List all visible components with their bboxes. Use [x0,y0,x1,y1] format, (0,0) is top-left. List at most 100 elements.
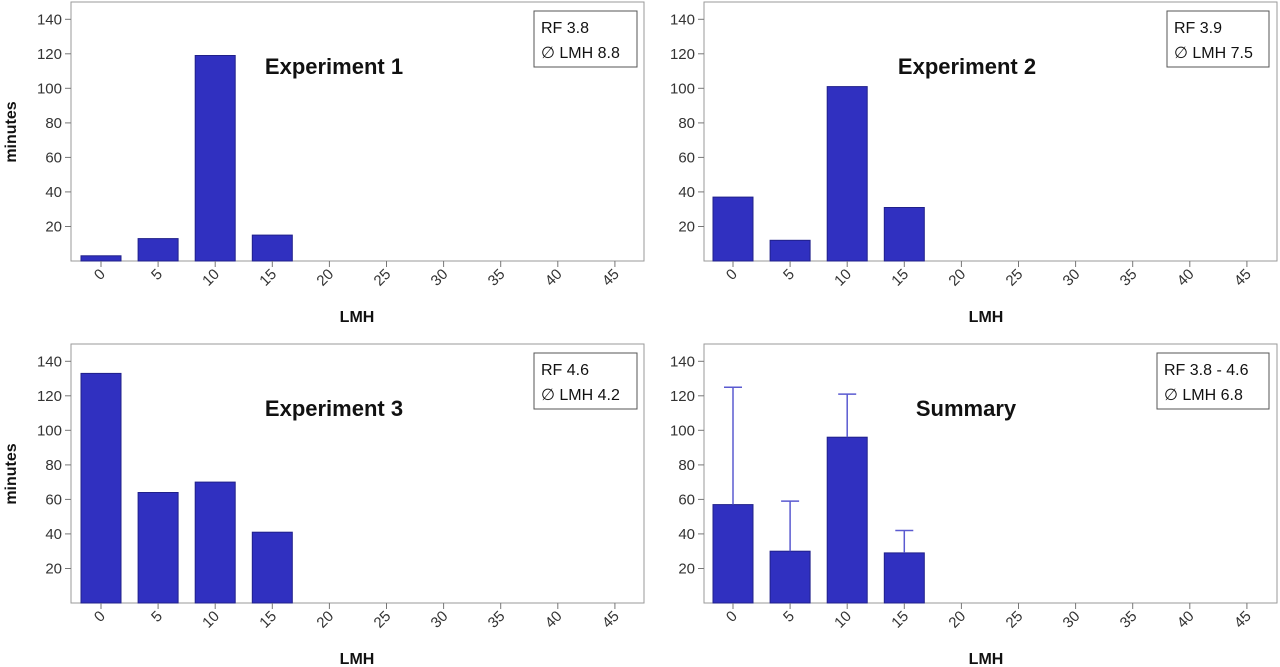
y-axis-title: minutes [3,443,20,504]
bar-lmh-5 [137,238,179,262]
x-tick-label-45: 45 [599,266,623,290]
panel-experiment-3: 20 40 60 80 100 120 140 0 5 10 15 20 25 30 35 40 45 Exp… [3,343,645,667]
x-tick-label-40: 40 [542,266,566,290]
legend-box: RF 4.6 ∅ LMH 4.2 [533,352,638,410]
y-tick-label: 100 [37,80,62,97]
x-tick-label-20: 20 [313,266,337,290]
x-tick-label-45: 45 [1231,266,1255,290]
legend-line-lmh: ∅ LMH 6.8 [1164,387,1243,404]
x-tick-label-35: 35 [485,266,509,290]
bars [80,372,293,604]
chart-title: Experiment 3 [265,396,403,421]
x-tick-label-10: 10 [831,608,855,632]
bar-lmh-5 [769,239,811,262]
x-tick-label-35: 35 [485,608,509,632]
x-tick-label-45: 45 [1231,608,1255,632]
x-tick-label-5: 5 [148,608,166,626]
y-axis-title: minutes [3,101,20,162]
y-tick-label: 100 [670,80,695,97]
plot-frame [703,343,1278,604]
x-tick-label-5: 5 [780,608,798,626]
y-tick-label: 100 [37,422,62,439]
y-tick-label: 80 [45,115,62,132]
x-tick-label-35: 35 [1117,608,1141,632]
x-axis-title: LMH [969,309,1004,326]
bar-lmh-10 [194,55,236,262]
y-tick-label: 120 [37,46,62,63]
legend-frame [1156,352,1270,410]
legend-line-rf: RF 3.8 - 4.6 [1164,362,1249,379]
legend-line-rf: RF 3.9 [1174,20,1222,37]
y-tick-label: 20 [45,561,62,578]
y-axis-ticks: 20 40 60 80 100 120 140 [670,11,704,236]
bar-lmh-5 [769,550,811,604]
y-axis-ticks: 20 40 60 80 100 120 140 [670,353,704,578]
chart-title: Experiment 1 [265,54,403,79]
plot-frame [70,1,645,262]
y-tick-label: 40 [678,526,695,543]
x-tick-label-30: 30 [1060,608,1084,632]
x-tick-label-0: 0 [91,608,109,626]
x-axis-title: LMH [340,651,375,667]
y-tick-label: 140 [670,11,695,28]
y-tick-label: 60 [45,149,62,166]
bar-lmh-0 [712,504,754,604]
x-tick-label-40: 40 [1174,608,1198,632]
x-axis-ticks: 0 5 10 15 20 25 30 35 40 45 [91,603,623,632]
x-axis-title: LMH [340,309,375,326]
bar-lmh-15 [251,234,293,262]
panel-experiment-2: 20 40 60 80 100 120 140 0 5 10 15 20 25 30 35 40 45 Exp… [670,1,1278,326]
legend-box: RF 3.8 - 4.6 ∅ LMH 6.8 [1156,352,1270,410]
bar-lmh-10 [194,481,236,604]
bar-lmh-0 [80,255,122,262]
x-tick-label-15: 15 [888,608,912,632]
y-tick-label: 140 [670,353,695,370]
y-tick-label: 120 [37,388,62,405]
x-tick-label-0: 0 [723,266,741,284]
y-tick-label: 120 [670,388,695,405]
x-tick-label-30: 30 [1060,266,1084,290]
legend-line-rf: RF 3.8 [541,20,589,37]
y-tick-label: 20 [45,219,62,236]
x-tick-label-0: 0 [91,266,109,284]
x-tick-label-25: 25 [371,266,395,290]
legend-frame [533,352,638,410]
x-tick-label-40: 40 [542,608,566,632]
x-tick-label-25: 25 [371,608,395,632]
bar-lmh-0 [712,196,754,262]
legend-frame [1166,10,1270,68]
plot-frame [70,343,645,604]
x-axis-ticks: 0 5 10 15 20 25 30 35 40 45 [723,603,1255,632]
plot-frame [703,1,1278,262]
chart-title: Experiment 2 [898,54,1036,79]
y-tick-label: 40 [45,184,62,201]
legend-line-lmh: ∅ LMH 7.5 [1174,45,1253,62]
panel-experiment-1: 20 40 60 80 100 120 140 0 5 10 15 20 25 30 35 40 45 Exp… [3,1,645,326]
chart-title: Summary [916,396,1017,421]
legend-line-lmh: ∅ LMH 8.8 [541,45,620,62]
x-tick-label-5: 5 [780,266,798,284]
x-tick-label-10: 10 [831,266,855,290]
y-axis-ticks: 20 40 60 80 100 120 140 [37,353,71,578]
y-tick-label: 80 [678,457,695,474]
x-axis-title: LMH [969,651,1004,667]
legend-box: RF 3.8 ∅ LMH 8.8 [533,10,638,68]
y-tick-label: 140 [37,11,62,28]
x-axis-ticks: 0 5 10 15 20 25 30 35 40 45 [723,261,1255,290]
y-tick-label: 140 [37,353,62,370]
bar-lmh-10 [826,86,868,262]
y-tick-label: 20 [678,219,695,236]
x-tick-label-25: 25 [1003,608,1027,632]
bar-lmh-15 [251,531,293,604]
y-tick-label: 120 [670,46,695,63]
bars [712,436,925,604]
legend-box: RF 3.9 ∅ LMH 7.5 [1166,10,1270,68]
panel-summary: 20 40 60 80 100 120 140 0 5 10 15 20 25 30 35 40 45 Sum… [670,343,1278,667]
x-tick-label-35: 35 [1117,266,1141,290]
x-tick-label-15: 15 [256,266,280,290]
bar-lmh-15 [883,552,925,604]
x-tick-label-20: 20 [945,608,969,632]
x-tick-label-15: 15 [888,266,912,290]
y-tick-label: 100 [670,422,695,439]
